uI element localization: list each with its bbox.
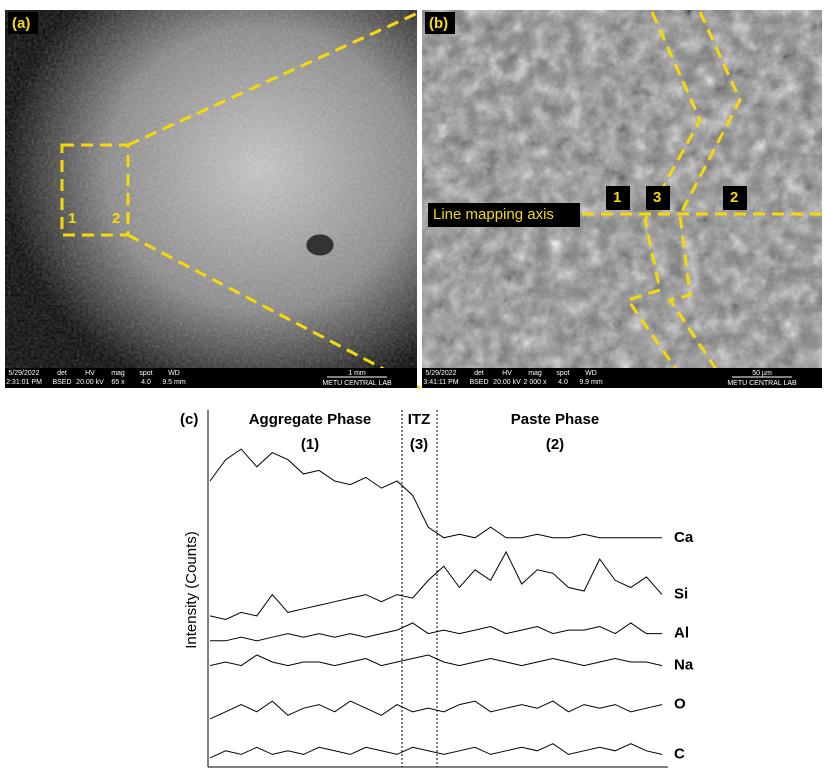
info-key: 5/29/2022 [425,370,456,377]
scale-label: 1 mm [348,370,366,377]
info-value: 20.00 kV [493,379,521,386]
info-value: 9.9 mm [579,379,603,386]
trace [210,655,662,666]
info-key: det [57,370,67,377]
info-key: spot [139,370,152,377]
series-label: Al [674,625,689,642]
info-key: mag [111,370,125,377]
phase-number: (3) [410,436,428,453]
info-value: BSED [469,379,488,386]
info-value: 4.0 [558,379,568,386]
info-key: spot [556,370,569,377]
phase-name: Paste Phase [511,411,599,428]
lab-name: METU CENTRAL LAB [727,380,797,387]
trace [210,701,662,719]
y-axis-label: Intensity (Counts) [183,531,200,649]
phase-name: Aggregate Phase [249,411,372,428]
scale-label: 50 µm [752,370,772,377]
box-label: 1 [68,210,76,227]
info-key: HV [85,370,95,377]
trace [210,552,662,620]
trace [210,449,662,538]
series-label: Na [674,657,694,674]
info-key: mag [528,370,542,377]
info-key: WD [585,370,597,377]
trace [210,744,662,758]
info-value: 9.5 mm [162,379,186,386]
info-value: 2 000 x [524,379,547,386]
info-key: HV [502,370,512,377]
info-value: 65 x [111,379,125,386]
panel-label: (c) [180,411,198,428]
phase-name: ITZ [408,411,431,428]
info-value: BSED [52,379,71,386]
info-value: 4.0 [141,379,151,386]
info-value: 3:41:11 PM [423,379,458,386]
axis-label: Line mapping axis [433,206,554,223]
trace [210,623,662,641]
series-label: C [674,745,685,762]
box-label: 2 [112,210,120,227]
info-value: 2:31:01 PM [6,379,42,386]
series-label: Si [674,586,688,603]
series-label: O [674,696,686,713]
phase-number: (1) [301,436,319,453]
series-label: Ca [674,529,694,546]
info-key: WD [168,370,180,377]
zone-label: 1 [613,189,621,206]
figure: (a) 1 2 (b) 1 3 2 Line mapping axis (c) … [0,0,824,772]
panel-label: (b) [429,15,448,32]
zone-label: 2 [730,189,738,206]
phase-number: (2) [546,436,564,453]
info-key: det [474,370,484,377]
info-key: 5/29/2022 [8,370,39,377]
panel-label: (a) [12,15,30,32]
info-value: 20.00 kV [76,379,104,386]
zone-label: 3 [653,189,661,206]
sem-image-a [5,10,417,388]
lab-name: METU CENTRAL LAB [322,380,392,387]
